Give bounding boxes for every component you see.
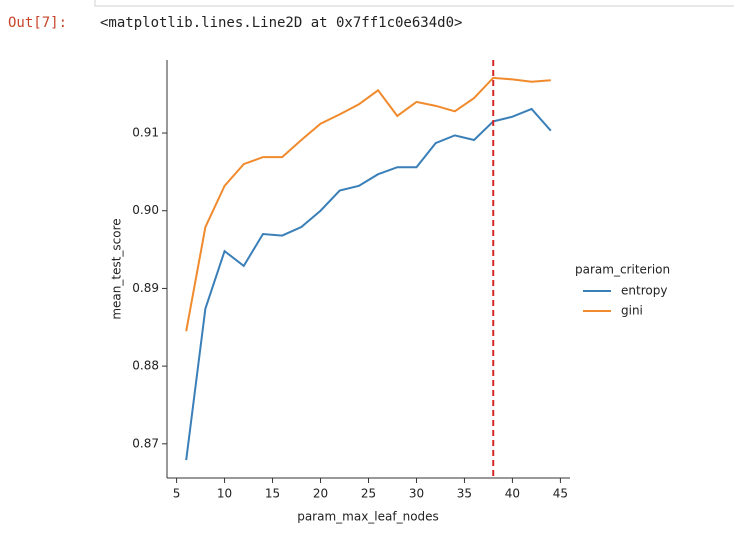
- output-text: <matplotlib.lines.Line2D at 0x7ff1c0e634…: [100, 15, 462, 31]
- x-tick-label: 10: [217, 487, 232, 501]
- output-prompt: Out[7]:: [8, 15, 67, 31]
- legend-label: gini: [621, 304, 643, 318]
- y-tick-label: 0.87: [132, 436, 159, 450]
- x-tick-label: 25: [361, 487, 376, 501]
- x-tick-label: 20: [313, 487, 328, 501]
- x-tick-label: 15: [265, 487, 280, 501]
- x-axis-label: param_max_leaf_nodes: [297, 510, 439, 524]
- y-tick-label: 0.90: [132, 203, 159, 217]
- x-tick-label: 45: [553, 487, 568, 501]
- series-line: [185, 107, 552, 461]
- y-tick-label: 0.88: [132, 359, 159, 373]
- cell-border: [94, 0, 734, 7]
- y-axis-label: mean_test_score: [110, 218, 124, 319]
- legend-label: entropy: [621, 284, 667, 298]
- x-tick-label: 35: [457, 487, 472, 501]
- series-line: [185, 76, 551, 332]
- legend-title: param_criterion: [575, 263, 670, 277]
- x-tick-label: 5: [173, 487, 181, 501]
- x-tick-label: 40: [505, 487, 520, 501]
- y-tick-label: 0.91: [132, 126, 159, 140]
- y-tick-label: 0.89: [132, 281, 159, 295]
- x-tick-label: 30: [409, 487, 424, 501]
